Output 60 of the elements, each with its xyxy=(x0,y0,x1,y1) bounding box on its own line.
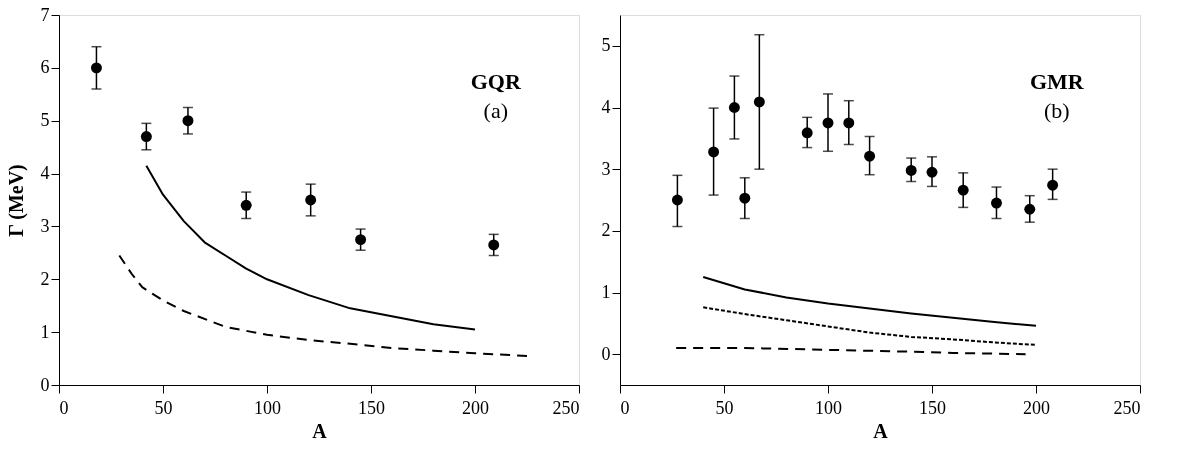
point xyxy=(957,184,969,196)
line-series xyxy=(702,306,1037,346)
point xyxy=(991,197,1002,209)
y-tick-label: 5 xyxy=(40,110,50,131)
y-tick-label: 2 xyxy=(40,268,50,289)
y-tick-label: 6 xyxy=(40,57,50,78)
x-tick-label: 100 xyxy=(815,397,842,418)
x-tick-label: 0 xyxy=(59,397,69,418)
y-tick-label: 0 xyxy=(601,343,611,364)
point xyxy=(90,62,102,74)
x-axis-title: A xyxy=(312,419,328,442)
point xyxy=(739,192,751,204)
point xyxy=(753,96,765,108)
point xyxy=(905,164,917,176)
y-tick-label: 1 xyxy=(601,282,611,302)
annotation: GQR xyxy=(470,68,522,94)
x-tick-label: 250 xyxy=(1113,397,1141,418)
line-series xyxy=(702,276,1037,327)
y-tick-label: 5 xyxy=(601,35,611,56)
point xyxy=(671,194,683,206)
x-tick-label: 50 xyxy=(154,397,173,418)
point xyxy=(240,199,252,211)
point xyxy=(140,131,152,143)
point xyxy=(1024,203,1036,215)
point xyxy=(488,239,500,251)
x-tick-label: 0 xyxy=(620,397,630,418)
point xyxy=(864,150,876,162)
point xyxy=(822,117,834,129)
point xyxy=(182,115,194,127)
annotation: GMR xyxy=(1029,68,1085,94)
y-tick-label: 4 xyxy=(601,97,611,117)
annotation: (b) xyxy=(1043,98,1070,124)
y-tick-label: 3 xyxy=(601,158,611,179)
y-tick-label: 1 xyxy=(40,321,50,342)
point xyxy=(843,117,855,129)
point xyxy=(1047,179,1059,191)
x-axis-title: A xyxy=(873,419,889,442)
y-axis-title: Γ (MeV) xyxy=(4,164,28,237)
y-tick-label: 4 xyxy=(40,163,50,184)
point xyxy=(708,146,720,158)
point xyxy=(305,194,317,206)
point xyxy=(355,234,367,246)
x-tick-label: 200 xyxy=(462,397,489,418)
x-tick-label: 200 xyxy=(1023,397,1050,418)
x-tick-label: 150 xyxy=(358,397,385,418)
point xyxy=(728,102,740,113)
x-tick-label: 150 xyxy=(919,397,946,418)
point xyxy=(801,127,813,139)
x-tick-label: 250 xyxy=(552,397,580,418)
y-tick-label: 0 xyxy=(40,374,50,395)
y-tick-label: 7 xyxy=(40,4,50,25)
annotation: (a) xyxy=(483,98,509,124)
x-tick-label: 50 xyxy=(715,397,734,418)
line-series xyxy=(145,164,476,331)
point xyxy=(926,166,938,178)
line-series xyxy=(118,254,528,357)
x-tick-label: 100 xyxy=(254,397,281,418)
y-tick-label: 3 xyxy=(40,215,50,236)
line-series xyxy=(675,347,1027,356)
y-tick-label: 2 xyxy=(601,220,611,241)
